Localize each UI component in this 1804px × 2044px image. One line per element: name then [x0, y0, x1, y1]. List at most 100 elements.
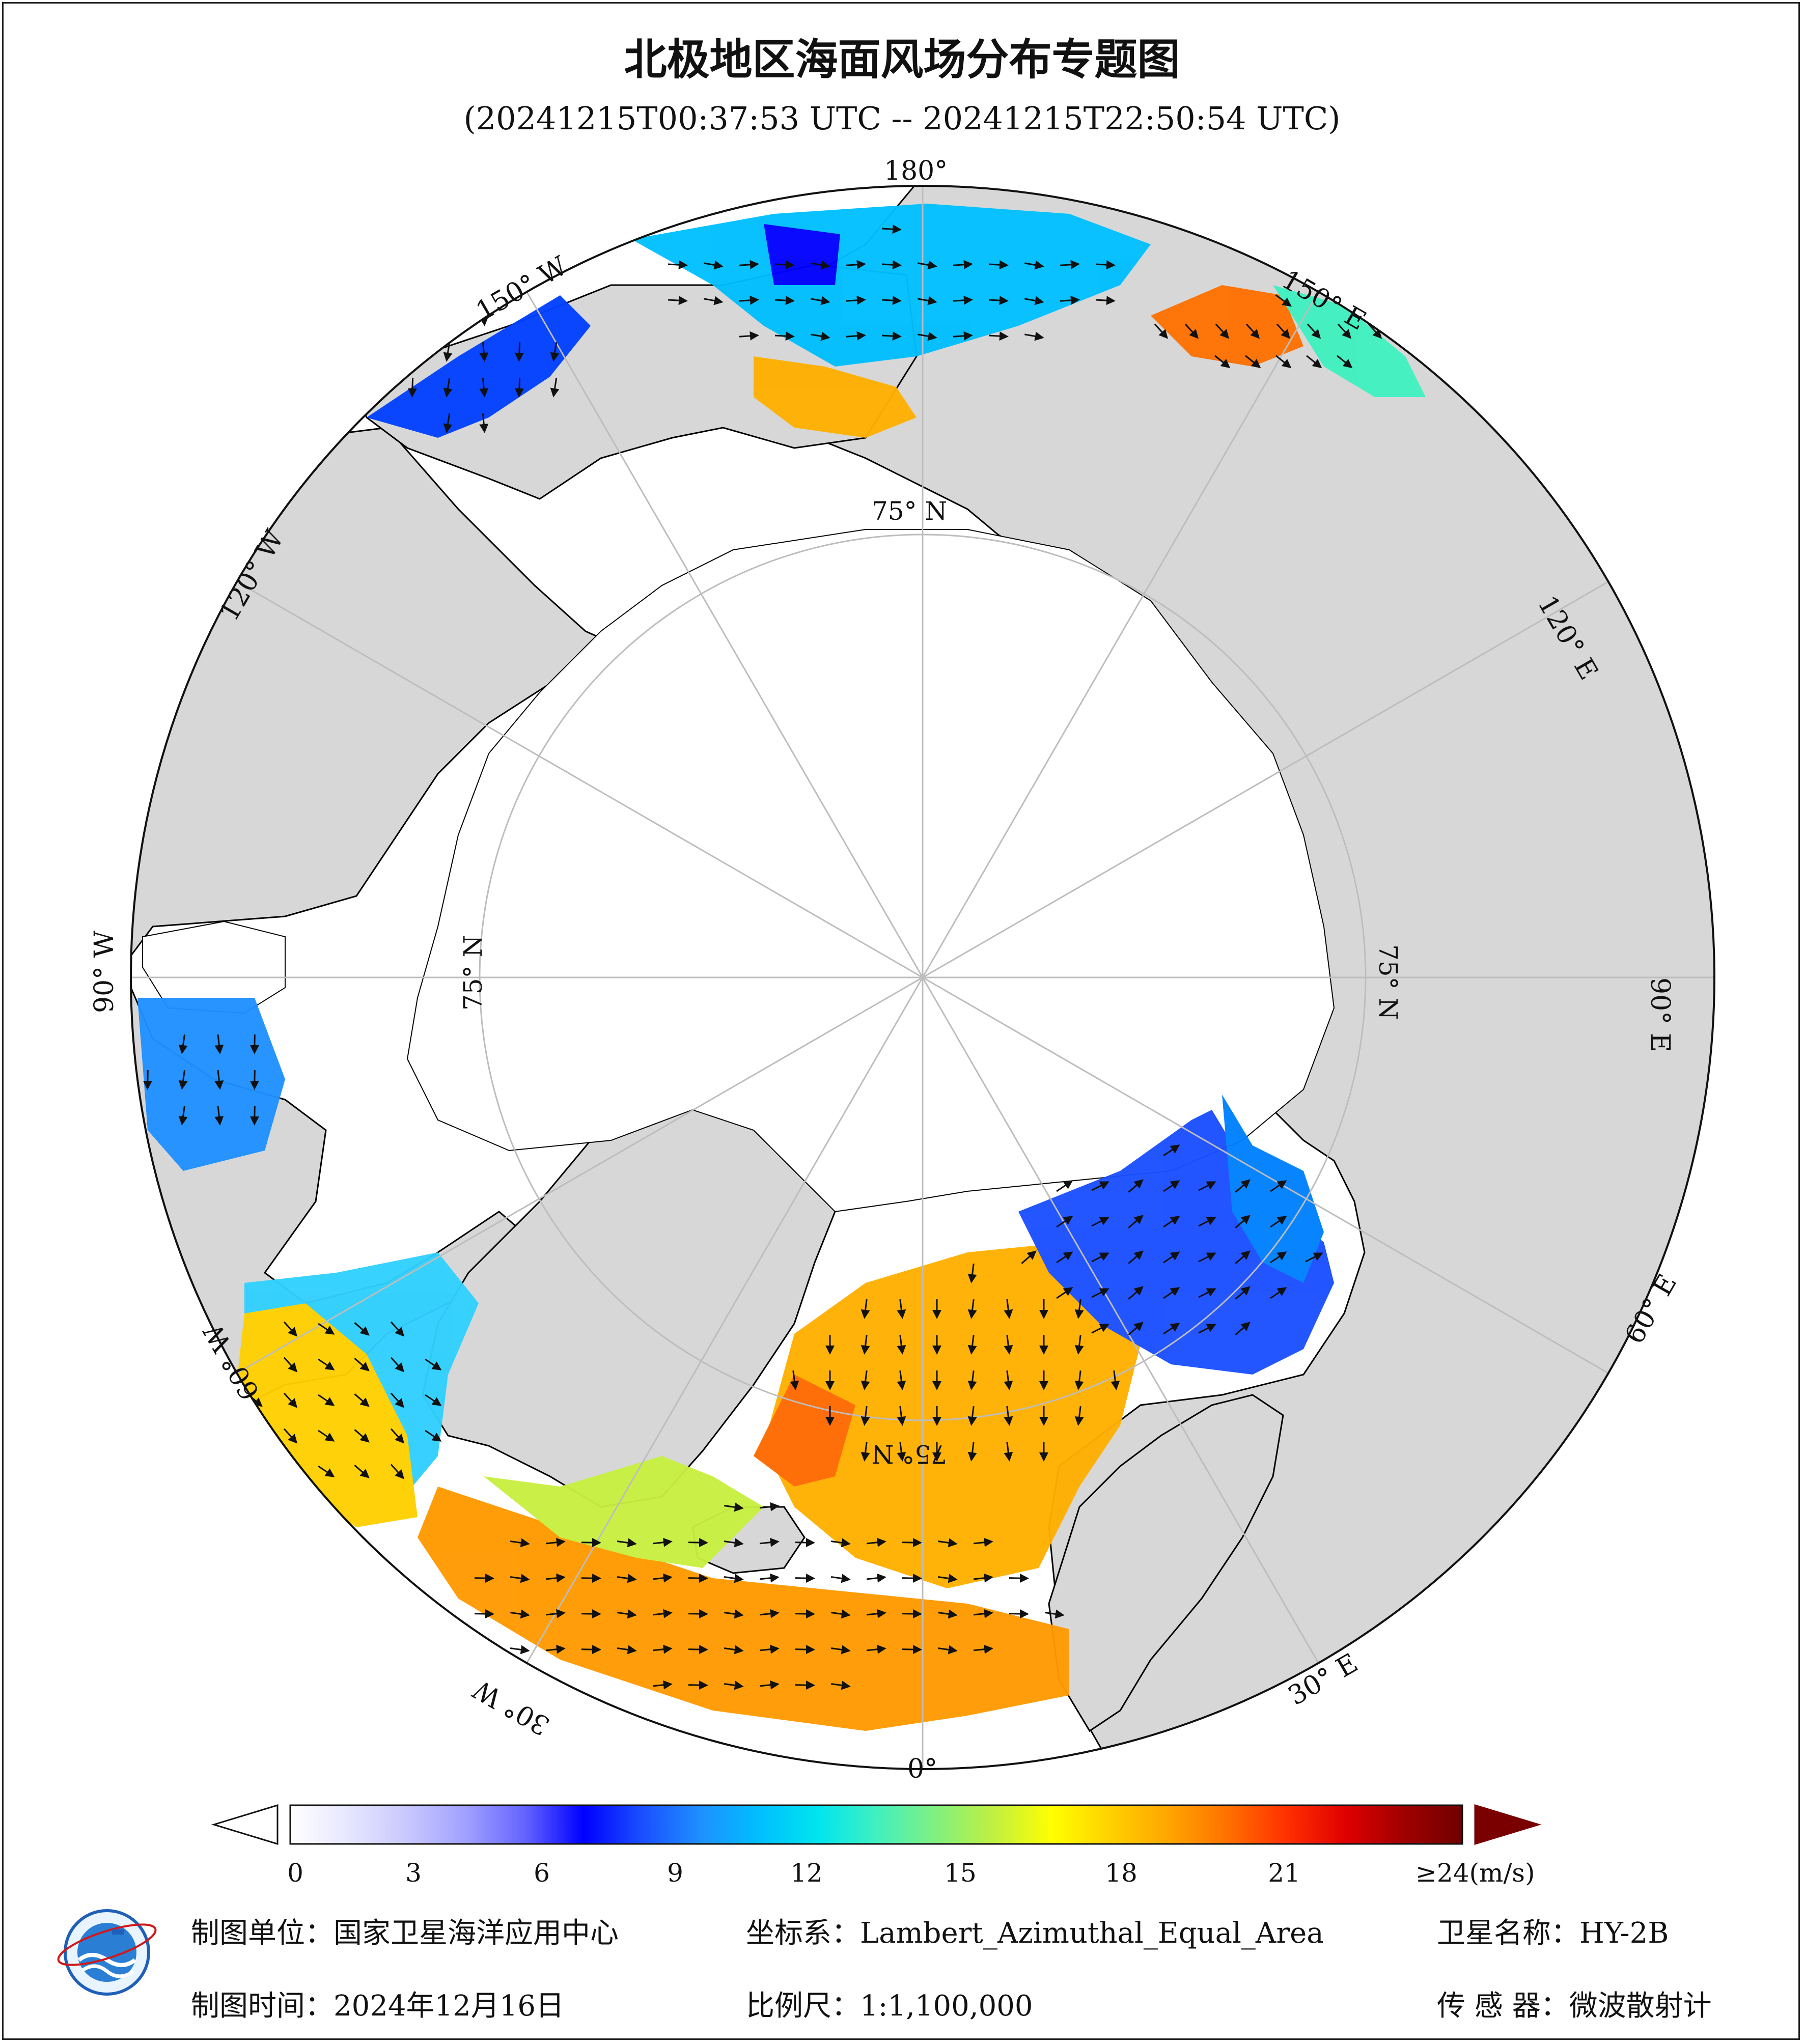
- wind-arrow: [1004, 1441, 1013, 1462]
- wind-swath-north-atlantic: [418, 1487, 1069, 1731]
- wind-arrow: [688, 1574, 708, 1583]
- wind-arrow: [1270, 1180, 1287, 1192]
- wind-arrow: [1154, 323, 1169, 339]
- wind-arrow: [1214, 355, 1231, 369]
- wind-arrow: [474, 1574, 494, 1583]
- wind-arrow: [1307, 323, 1321, 339]
- wind-arrow: [390, 1428, 405, 1444]
- wind-arrow: [967, 1406, 977, 1426]
- wind-arrow: [1074, 1370, 1084, 1390]
- wind-arrow: [652, 1537, 673, 1547]
- wind-arrow: [724, 1645, 744, 1655]
- wind-arrow: [861, 1299, 870, 1319]
- colorbar-tick-3: 3: [405, 1858, 422, 1888]
- wind-arrow: [545, 1644, 566, 1654]
- wind-arrow: [811, 260, 830, 270]
- wind-arrow: [830, 1645, 851, 1655]
- wind-arrow: [425, 1394, 442, 1406]
- wind-arrow: [897, 1299, 906, 1319]
- wind-arrow: [510, 1645, 530, 1655]
- footer-producer: 制图单位：国家卫星海洋应用中心: [191, 1910, 619, 1951]
- wind-arrow: [1128, 1286, 1144, 1300]
- lat-label-75n-right: 75° N: [1373, 944, 1403, 1020]
- wind-arrow: [1091, 1324, 1109, 1334]
- wind-arrow: [937, 1574, 958, 1583]
- wind-core-greenland-sea: [754, 1375, 855, 1487]
- wind-arrow: [846, 260, 866, 269]
- wind-arrow: [1128, 1250, 1144, 1264]
- wind-arrow: [688, 1645, 708, 1655]
- footer-date-value: 2024年12月16日: [334, 1990, 565, 2023]
- wind-arrow: [390, 1464, 405, 1479]
- wind-arrow: [318, 1394, 335, 1406]
- wind-arrow: [1021, 1250, 1037, 1264]
- wind-arrow: [1095, 260, 1116, 270]
- wind-arrow: [443, 377, 453, 398]
- wind-arrow: [1024, 331, 1044, 341]
- map-disc-outline: [130, 185, 1715, 1770]
- wind-arrow: [739, 331, 759, 341]
- wind-arrow: [1184, 323, 1199, 339]
- wind-arrow: [1163, 1144, 1180, 1157]
- sea-ice-arctic: [406, 529, 1335, 1213]
- wind-arrow: [967, 1441, 977, 1462]
- wind-arrow: [354, 1393, 370, 1407]
- wind-arrow: [830, 1609, 851, 1619]
- wind-arrow: [759, 1644, 780, 1654]
- wind-arrow: [390, 1392, 405, 1408]
- wind-arrow: [510, 1538, 530, 1548]
- wind-arrow: [1163, 1180, 1180, 1192]
- footer-crs-value: Lambert_Azimuthal_Equal_Area: [860, 1917, 1324, 1950]
- footer-producer-value: 国家卫星海洋应用中心: [334, 1917, 619, 1950]
- footer-crs: 坐标系：Lambert_Azimuthal_Equal_Area: [746, 1910, 1324, 1951]
- footer-sensor-label: 传 感 器：: [1437, 1990, 1569, 2023]
- wind-arrow: [988, 260, 1009, 270]
- wind-arrow: [581, 1645, 601, 1655]
- wind-arrow: [861, 1370, 870, 1390]
- lon-label-90e: 90° E: [1645, 977, 1675, 1052]
- wind-arrow: [1128, 1179, 1144, 1193]
- wind-arrow: [617, 1609, 637, 1619]
- wind-arrow: [668, 260, 688, 270]
- wind-arrow: [902, 1645, 922, 1655]
- wind-arrow: [545, 1537, 566, 1547]
- wind-arrow: [1056, 1216, 1073, 1228]
- footer-satellite: 卫星名称：HY-2B: [1437, 1910, 1669, 1951]
- wind-field-layer: [137, 204, 1426, 1731]
- colorbar-tick-15: 15: [944, 1858, 977, 1888]
- wind-arrow: [1060, 260, 1080, 269]
- colorbar-bar: [289, 1804, 1463, 1845]
- wind-arrow: [1128, 1322, 1144, 1335]
- wind-arrow: [1337, 323, 1352, 339]
- lat-label-75n-bottom: 75° N: [871, 1439, 947, 1469]
- wind-arrow: [283, 1357, 298, 1373]
- wind-arrow: [1198, 1324, 1216, 1334]
- wind-arrow: [902, 1574, 922, 1583]
- wind-arrow: [967, 1263, 977, 1283]
- wind-arrow: [318, 1430, 335, 1442]
- wind-arrow: [988, 331, 1009, 341]
- colorbar-tick-18: 18: [1105, 1858, 1137, 1888]
- wind-arrow: [1163, 1287, 1180, 1299]
- wind-core-bering-north: [764, 224, 840, 285]
- graticule: [131, 186, 1714, 1769]
- wind-arrow: [214, 1034, 224, 1054]
- wind-arrow: [178, 1070, 188, 1090]
- wind-arrow: [724, 1574, 744, 1583]
- wind-arrow: [724, 1609, 744, 1619]
- wind-arrow: [973, 1573, 993, 1583]
- wind-arrow: [283, 1428, 298, 1444]
- wind-arrow: [1004, 1334, 1013, 1355]
- map-subtitle-time-range: (20241215T00:37:53 UTC -- 20241215T22:50…: [463, 100, 1341, 137]
- colorbar-max-label: ≥24: [1416, 1858, 1469, 1888]
- wind-arrow: [1270, 1251, 1287, 1264]
- wind-arrow: [1024, 260, 1044, 270]
- footer-scale: 比例尺：1:1,100,000: [746, 1983, 1033, 2024]
- wind-arrow: [973, 1609, 993, 1618]
- wind-arrow: [973, 1537, 993, 1547]
- wind-arrow: [1111, 1370, 1120, 1390]
- wind-arrow: [617, 1645, 637, 1655]
- wind-arrow: [846, 295, 866, 305]
- wind-arrow: [1306, 355, 1322, 369]
